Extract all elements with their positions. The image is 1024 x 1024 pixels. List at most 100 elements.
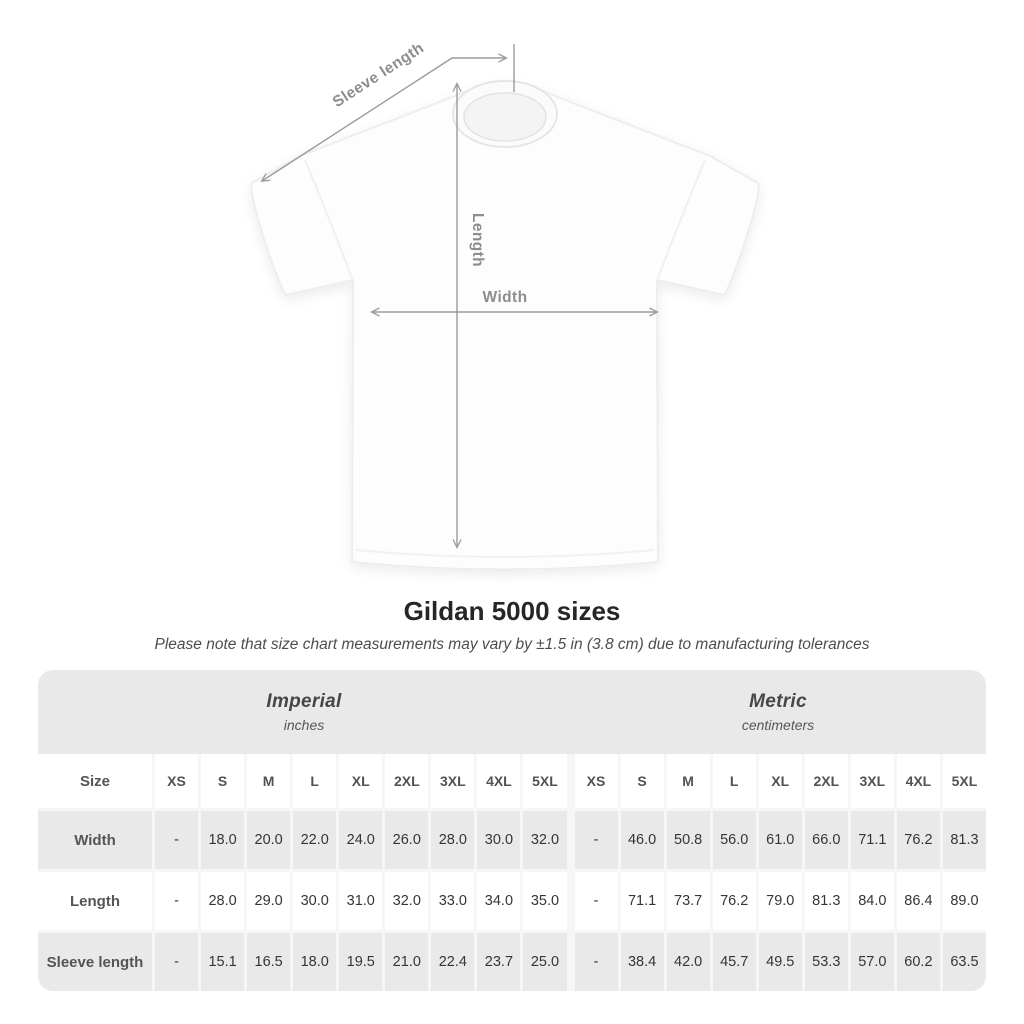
tshirt-illustration: Sleeve length Length Width bbox=[250, 39, 760, 571]
sleeve-length-dimension-line bbox=[260, 53, 508, 183]
metric-value-cell: 76.2 bbox=[712, 872, 756, 930]
hem-stitch bbox=[355, 549, 655, 558]
sleeve-length-label: Sleeve length bbox=[330, 39, 427, 111]
imperial-value-cell: 30.0 bbox=[293, 872, 337, 930]
metric-unit-label: centimeters bbox=[741, 717, 815, 733]
row-label: Width bbox=[38, 811, 152, 869]
length-label: Length bbox=[469, 213, 486, 267]
metric-value-cell: - bbox=[574, 933, 618, 991]
metric-value-cell: 86.4 bbox=[896, 872, 940, 930]
metric-value-cell: 79.0 bbox=[758, 872, 802, 930]
metric-value-cell: 45.7 bbox=[712, 933, 756, 991]
imperial-value-cell: 31.0 bbox=[339, 872, 383, 930]
imperial-value-cell: - bbox=[155, 933, 199, 991]
imperial-value-cell: 33.0 bbox=[431, 872, 475, 930]
metric-value-cell: 50.8 bbox=[666, 811, 710, 869]
width-label: Width bbox=[483, 289, 528, 306]
metric-value-cell: 76.2 bbox=[896, 811, 940, 869]
imperial-size-header: L bbox=[293, 754, 337, 808]
metric-size-header: 5XL bbox=[942, 754, 986, 808]
collar bbox=[452, 80, 558, 148]
metric-value-cell: 66.0 bbox=[804, 811, 848, 869]
imperial-value-cell: 32.0 bbox=[385, 872, 429, 930]
metric-value-cell: 60.2 bbox=[896, 933, 940, 991]
imperial-value-cell: 30.0 bbox=[477, 811, 521, 869]
dimension-lines bbox=[260, 44, 659, 549]
metric-value-cell: 81.3 bbox=[942, 811, 986, 869]
metric-value-cell: 84.0 bbox=[850, 872, 894, 930]
size-chart-table: Size XS S M L XL 2XL 3XL 4XL 5XL XS S M L XL 2XL 3XL 4XL 5… bbox=[38, 754, 986, 991]
imperial-value-cell: 35.0 bbox=[523, 872, 567, 930]
metric-value-cell: 42.0 bbox=[666, 933, 710, 991]
metric-size-header: L bbox=[712, 754, 756, 808]
metric-value-cell: 46.0 bbox=[620, 811, 664, 869]
imperial-value-cell: - bbox=[155, 872, 199, 930]
metric-value-cell: 53.3 bbox=[804, 933, 848, 991]
unit-gap bbox=[570, 933, 572, 991]
imperial-value-cell: 18.0 bbox=[201, 811, 245, 869]
metric-value-cell: 57.0 bbox=[850, 933, 894, 991]
imperial-label: Imperial bbox=[266, 691, 342, 712]
imperial-unit-header: Imperial inches bbox=[38, 670, 570, 754]
imperial-size-header: 3XL bbox=[431, 754, 475, 808]
size-column-header: Size bbox=[38, 754, 152, 808]
imperial-size-header: 5XL bbox=[523, 754, 567, 808]
imperial-value-cell: 16.5 bbox=[247, 933, 291, 991]
imperial-size-header: 2XL bbox=[385, 754, 429, 808]
size-chart-card: Imperial inches Metric centimeters Size X… bbox=[38, 670, 986, 991]
imperial-value-cell: 34.0 bbox=[477, 872, 521, 930]
metric-label: Metric bbox=[749, 691, 807, 712]
imperial-size-header: XL bbox=[339, 754, 383, 808]
metric-value-cell: - bbox=[574, 811, 618, 869]
imperial-unit-label: inches bbox=[283, 717, 325, 733]
heading: Gildan 5000 sizes Please note that size … bbox=[0, 596, 1024, 654]
imperial-value-cell: - bbox=[155, 811, 199, 869]
metric-unit-header: Metric centimeters bbox=[570, 670, 986, 754]
imperial-value-cell: 24.0 bbox=[339, 811, 383, 869]
row-label: Length bbox=[38, 872, 152, 930]
row-label: Sleeve length bbox=[38, 933, 152, 991]
metric-size-header: XS bbox=[574, 754, 618, 808]
imperial-value-cell: 20.0 bbox=[247, 811, 291, 869]
imperial-value-cell: 29.0 bbox=[247, 872, 291, 930]
imperial-value-cell: 28.0 bbox=[431, 811, 475, 869]
tshirt-body bbox=[250, 83, 760, 571]
imperial-size-header: 4XL bbox=[477, 754, 521, 808]
imperial-value-cell: 22.4 bbox=[431, 933, 475, 991]
page-title: Gildan 5000 sizes bbox=[403, 596, 621, 626]
metric-value-cell: 81.3 bbox=[804, 872, 848, 930]
metric-size-header: M bbox=[666, 754, 710, 808]
metric-value-cell: 61.0 bbox=[758, 811, 802, 869]
imperial-value-cell: 23.7 bbox=[477, 933, 521, 991]
tolerance-note: Please note that size chart measurements… bbox=[154, 636, 870, 653]
tshirt-diagram: Sleeve length Length Width bbox=[250, 39, 760, 571]
unit-gap bbox=[570, 811, 572, 869]
imperial-value-cell: 26.0 bbox=[385, 811, 429, 869]
imperial-value-cell: 25.0 bbox=[523, 933, 567, 991]
imperial-value-cell: 22.0 bbox=[293, 811, 337, 869]
metric-value-cell: 89.0 bbox=[942, 872, 986, 930]
metric-value-cell: 49.5 bbox=[758, 933, 802, 991]
imperial-value-cell: 15.1 bbox=[201, 933, 245, 991]
imperial-size-header: XS bbox=[155, 754, 199, 808]
imperial-value-cell: 18.0 bbox=[293, 933, 337, 991]
metric-value-cell: 71.1 bbox=[620, 872, 664, 930]
imperial-value-cell: 32.0 bbox=[523, 811, 567, 869]
metric-value-cell: 63.5 bbox=[942, 933, 986, 991]
metric-value-cell: 71.1 bbox=[850, 811, 894, 869]
metric-value-cell: - bbox=[574, 872, 618, 930]
metric-value-cell: 73.7 bbox=[666, 872, 710, 930]
metric-value-cell: 56.0 bbox=[712, 811, 756, 869]
imperial-size-header: M bbox=[247, 754, 291, 808]
metric-size-header: XL bbox=[758, 754, 802, 808]
imperial-value-cell: 19.5 bbox=[339, 933, 383, 991]
imperial-value-cell: 21.0 bbox=[385, 933, 429, 991]
metric-size-header: 3XL bbox=[850, 754, 894, 808]
imperial-value-cell: 28.0 bbox=[201, 872, 245, 930]
unit-gap bbox=[570, 872, 572, 930]
unit-header-band: Imperial inches Metric centimeters bbox=[38, 670, 986, 754]
metric-size-header: S bbox=[620, 754, 664, 808]
right-sleeve-seam bbox=[657, 159, 706, 279]
imperial-size-header: S bbox=[201, 754, 245, 808]
unit-gap bbox=[570, 754, 572, 808]
